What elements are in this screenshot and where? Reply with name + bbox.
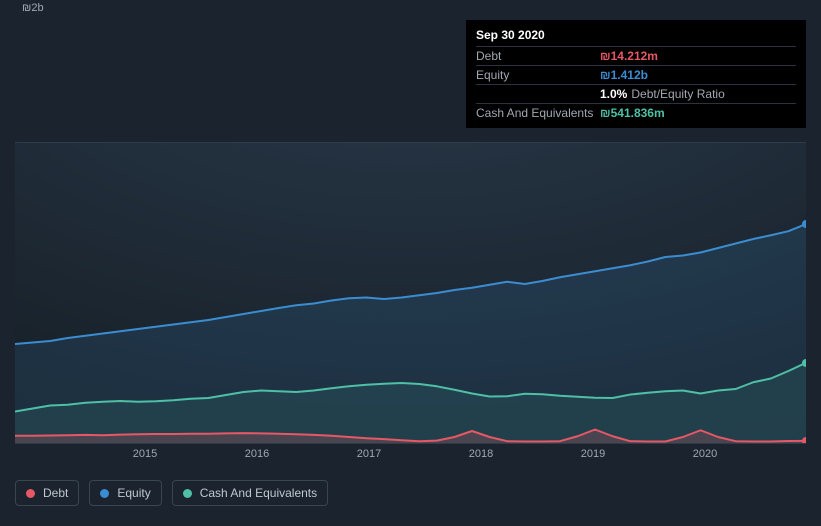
tooltip-row-cash: Cash And Equivalents ₪541.836m [476, 103, 796, 122]
tooltip-label: Debt [476, 49, 600, 63]
tooltip-value-equity: ₪1.412b [600, 68, 648, 82]
y-axis-label-top: ₪2b [22, 2, 44, 14]
x-axis-label: 2017 [357, 448, 381, 460]
legend-dot-icon [26, 489, 35, 498]
plot-svg [15, 143, 806, 443]
x-axis-label: 2016 [245, 448, 269, 460]
tooltip-row-equity: Equity ₪1.412b [476, 65, 796, 84]
tooltip-box: Sep 30 2020 Debt ₪14.212m Equity ₪1.412b… [466, 20, 806, 128]
tooltip-row-debt: Debt ₪14.212m [476, 46, 796, 65]
legend-label: Equity [117, 486, 150, 500]
x-axis-label: 2019 [581, 448, 605, 460]
tooltip-label: Equity [476, 68, 600, 82]
tooltip-value-ratio: 1.0% [600, 87, 627, 101]
tooltip-value-cash: ₪541.836m [600, 106, 665, 120]
legend-dot-icon [100, 489, 109, 498]
plot[interactable] [15, 143, 806, 443]
tooltip-date: Sep 30 2020 [476, 26, 796, 46]
legend-label: Debt [43, 486, 68, 500]
x-axis-label: 2020 [693, 448, 717, 460]
legend-item-equity[interactable]: Equity [89, 480, 161, 506]
legend-item-cash[interactable]: Cash And Equivalents [172, 480, 328, 506]
tooltip-value-debt: ₪14.212m [600, 49, 658, 63]
edge-marker-equity [802, 220, 806, 228]
chart-area[interactable] [15, 142, 806, 444]
legend-dot-icon [183, 489, 192, 498]
legend-label: Cash And Equivalents [200, 486, 317, 500]
edge-marker-cash [802, 359, 806, 367]
gridline [15, 443, 806, 444]
tooltip-label: Cash And Equivalents [476, 106, 600, 120]
x-axis-label: 2018 [469, 448, 493, 460]
tooltip-ratio-text: Debt/Equity Ratio [631, 87, 724, 101]
legend-item-debt[interactable]: Debt [15, 480, 79, 506]
edge-marker-debt [802, 437, 806, 443]
legend: Debt Equity Cash And Equivalents [15, 480, 328, 506]
tooltip-row-ratio: 1.0% Debt/Equity Ratio [476, 84, 796, 103]
x-axis-label: 2015 [133, 448, 157, 460]
x-axis: 2015 2016 2017 2018 2019 2020 [15, 448, 806, 464]
